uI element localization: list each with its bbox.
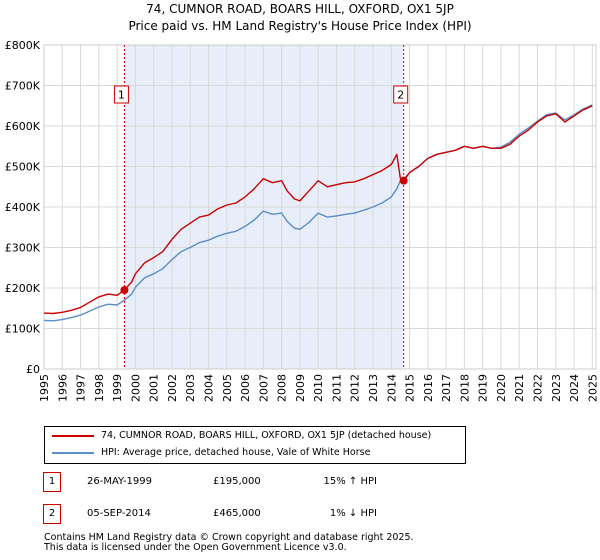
sale-marker-badge	[113, 85, 129, 104]
sale-hpi-diff: 15% ↑ HPI	[323, 476, 377, 487]
sale-hpi-diff: 1% ↓ HPI	[329, 508, 377, 519]
x-tick-label: 2015	[404, 374, 417, 402]
legend-swatch-property	[52, 435, 94, 437]
x-tick-label: 2017	[440, 374, 453, 402]
sale-point	[120, 286, 129, 295]
sale-date: 05-SEP-2014	[87, 508, 151, 519]
x-tick-label: 1995	[38, 374, 51, 402]
sale-marker-label: 1	[118, 89, 125, 102]
x-tick-label: 2024	[568, 374, 581, 402]
sale-price: £465,000	[213, 508, 261, 519]
x-tick-label: 2016	[422, 374, 435, 402]
footer-line-licence: This data is licensed under the Open Gov…	[44, 542, 347, 553]
x-tick-label: 1998	[93, 374, 106, 402]
plot-area-border	[43, 44, 597, 370]
sale-row: 2 05-SEP-2014 £465,000 1% ↓ HPI	[0, 504, 600, 524]
x-tick-label: 2007	[257, 374, 270, 402]
x-tick-label: 2013	[367, 374, 380, 402]
x-tick-label: 2004	[203, 374, 216, 402]
x-tick-label: 2003	[184, 374, 197, 402]
x-tick-label: 2019	[477, 374, 490, 402]
y-tick-label: £400K	[5, 201, 41, 214]
x-tick-label: 2010	[312, 374, 325, 402]
y-tick-label: £500K	[5, 161, 41, 174]
y-tick-label: £800K	[5, 39, 41, 52]
sale-date: 26-MAY-1999	[87, 476, 153, 487]
x-tick-label: 1997	[75, 374, 88, 402]
x-tick-label: 2005	[221, 374, 234, 402]
x-tick-label: 2006	[239, 374, 252, 402]
y-tick-label: £600K	[5, 120, 41, 133]
chart-legend: 74, CUMNOR ROAD, BOARS HILL, OXFORD, OX1…	[44, 426, 466, 464]
x-tick-label: 2020	[495, 374, 508, 402]
y-tick-label: £0	[26, 363, 40, 376]
y-tick-label: £100K	[5, 323, 41, 336]
x-tick-label: 2001	[148, 374, 161, 402]
sale-number-badge: 2	[43, 504, 61, 524]
chart-subtitle: Price paid vs. HM Land Registry's House …	[128, 19, 471, 33]
y-tick-label: £700K	[5, 80, 41, 93]
sale-price: £195,000	[213, 476, 261, 487]
x-tick-label: 2014	[385, 374, 398, 402]
x-tick-label: 2012	[349, 374, 362, 402]
x-tick-label: 1999	[111, 374, 124, 402]
sale-number-badge: 1	[43, 472, 61, 492]
y-tick-label: £300K	[5, 242, 41, 255]
chart-title: 74, CUMNOR ROAD, BOARS HILL, OXFORD, OX1…	[146, 2, 454, 16]
x-tick-label: 2023	[550, 374, 563, 402]
footer-attribution: Contains HM Land Registry data © Crown c…	[44, 533, 414, 553]
y-tick-label: £200K	[5, 282, 41, 295]
x-tick-label: 2009	[294, 374, 307, 402]
x-tick-label: 2008	[276, 374, 289, 402]
legend-label-property: 74, CUMNOR ROAD, BOARS HILL, OXFORD, OX1…	[101, 430, 432, 441]
x-tick-label: 2002	[166, 374, 179, 402]
sale-marker-badge	[393, 85, 409, 104]
x-tick-label: 2000	[129, 374, 142, 402]
legend-swatch-hpi	[52, 452, 94, 454]
x-tick-label: 1996	[56, 374, 69, 402]
price-chart: 74, CUMNOR ROAD, BOARS HILL, OXFORD, OX1…	[5, 2, 600, 402]
x-tick-label: 2022	[532, 374, 545, 402]
sale-point	[399, 176, 408, 185]
footer-line-copyright: Contains HM Land Registry data © Crown c…	[44, 532, 414, 543]
x-tick-label: 2025	[586, 374, 599, 402]
x-tick-label: 2021	[513, 374, 526, 402]
sale-row: 1 26-MAY-1999 £195,000 15% ↑ HPI	[0, 472, 600, 492]
sale-marker-label: 2	[397, 89, 404, 102]
property-price-line	[43, 105, 593, 315]
legend-label-hpi: HPI: Average price, detached house, Vale…	[101, 447, 371, 458]
x-tick-label: 2018	[458, 374, 471, 402]
x-tick-label: 2011	[330, 374, 343, 402]
